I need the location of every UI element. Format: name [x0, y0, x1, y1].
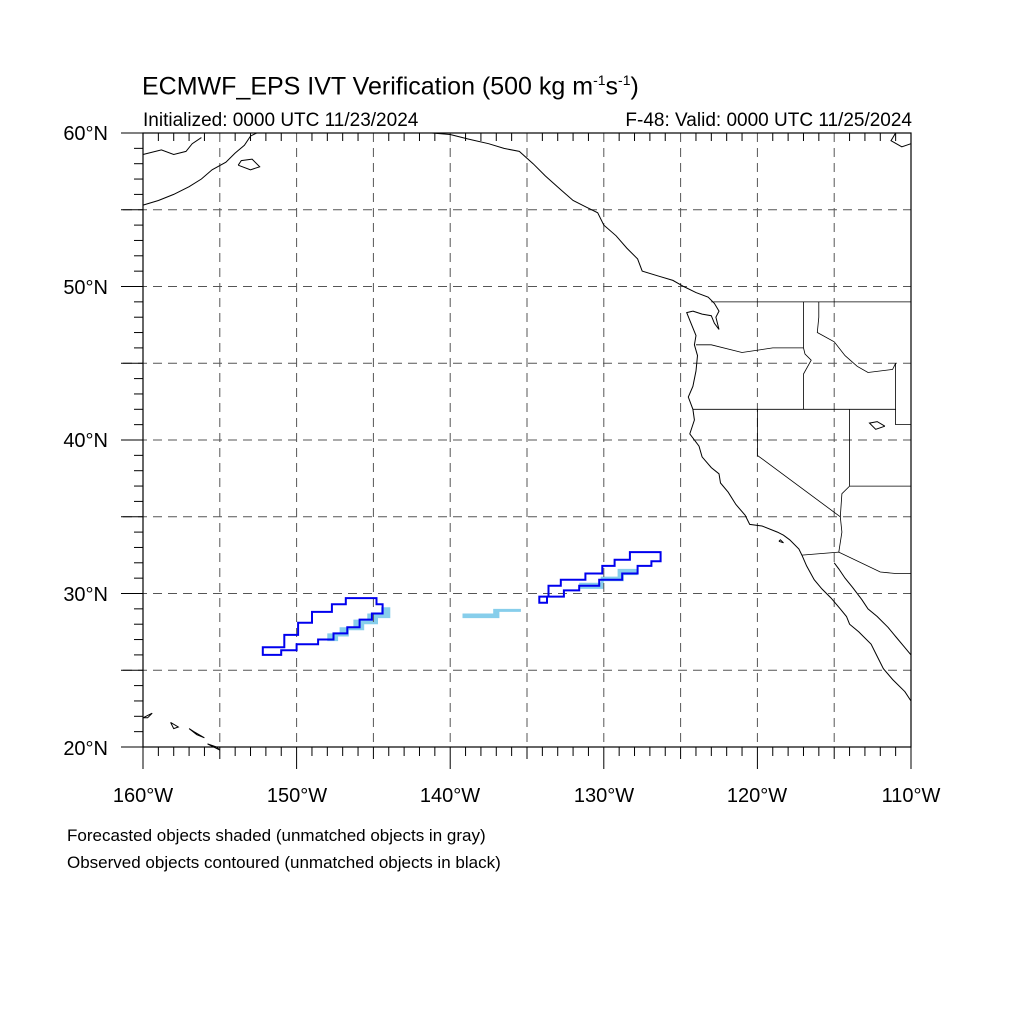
coastline-segment	[170, 721, 180, 730]
valid-time: F-48: Valid: 0000 UTC 11/25/2024	[625, 110, 912, 131]
observed-objects	[261, 551, 662, 656]
coastline-segment	[237, 158, 261, 171]
map-frame	[142, 132, 912, 748]
coastline-segment	[890, 132, 912, 148]
lat-label-30: 30°N	[63, 584, 108, 606]
lon-label-110w: 110°W	[881, 785, 941, 807]
coastline-segment	[188, 728, 205, 739]
boundary-segment	[696, 344, 804, 353]
lat-label-20: 20°N	[63, 738, 108, 760]
coastlines	[142, 132, 912, 751]
lon-label-130w: 130°W	[573, 785, 635, 807]
title-text-s: s	[605, 72, 619, 101]
lon-label-120w: 120°W	[726, 785, 788, 807]
coastline-segment	[142, 132, 257, 206]
lon-label-140w: 140°W	[419, 785, 481, 807]
note-forecast: Forecasted objects shaded (unmatched obj…	[67, 826, 486, 845]
lat-label-50: 50°N	[63, 277, 108, 299]
observed-object-west	[261, 597, 384, 656]
title-exponent-2: -1	[618, 72, 631, 88]
observed-object-east	[538, 551, 662, 604]
boundary-segment	[801, 551, 911, 574]
coastline-segment	[686, 310, 912, 702]
coastline-segment	[778, 539, 784, 544]
coastline-segment	[868, 421, 886, 430]
chart-title: ECMWF_EPS IVT Verification (500 kg m-1s-…	[142, 72, 639, 101]
boundary-segment	[839, 409, 850, 517]
note-observed: Observed objects contoured (unmatched ob…	[67, 853, 501, 872]
axis-ticks	[121, 132, 912, 769]
coastline-segment	[833, 562, 912, 656]
title-text: ECMWF_EPS IVT Verification (500 kg m	[142, 72, 594, 101]
boundary-segment	[757, 409, 843, 553]
coastline-segment	[142, 137, 202, 156]
boundary-segment	[895, 363, 911, 426]
initialized-time: Initialized: 0000 UTC 11/23/2024	[143, 110, 419, 131]
title-close: )	[630, 72, 639, 101]
grid-lines	[123, 133, 911, 747]
coastline-segment	[142, 712, 153, 719]
lat-label-40: 40°N	[63, 430, 108, 452]
lon-label-160w: 160°W	[112, 785, 174, 807]
lon-label-150w: 150°W	[266, 785, 328, 807]
forecast-object-middle	[462, 608, 521, 619]
title-exponent-1: -1	[593, 72, 606, 88]
boundary-segment	[816, 301, 896, 373]
coastline-segment	[431, 132, 720, 330]
political-boundaries	[692, 301, 911, 574]
lat-label-60: 60°N	[63, 123, 108, 145]
boundary-segment	[803, 301, 812, 410]
